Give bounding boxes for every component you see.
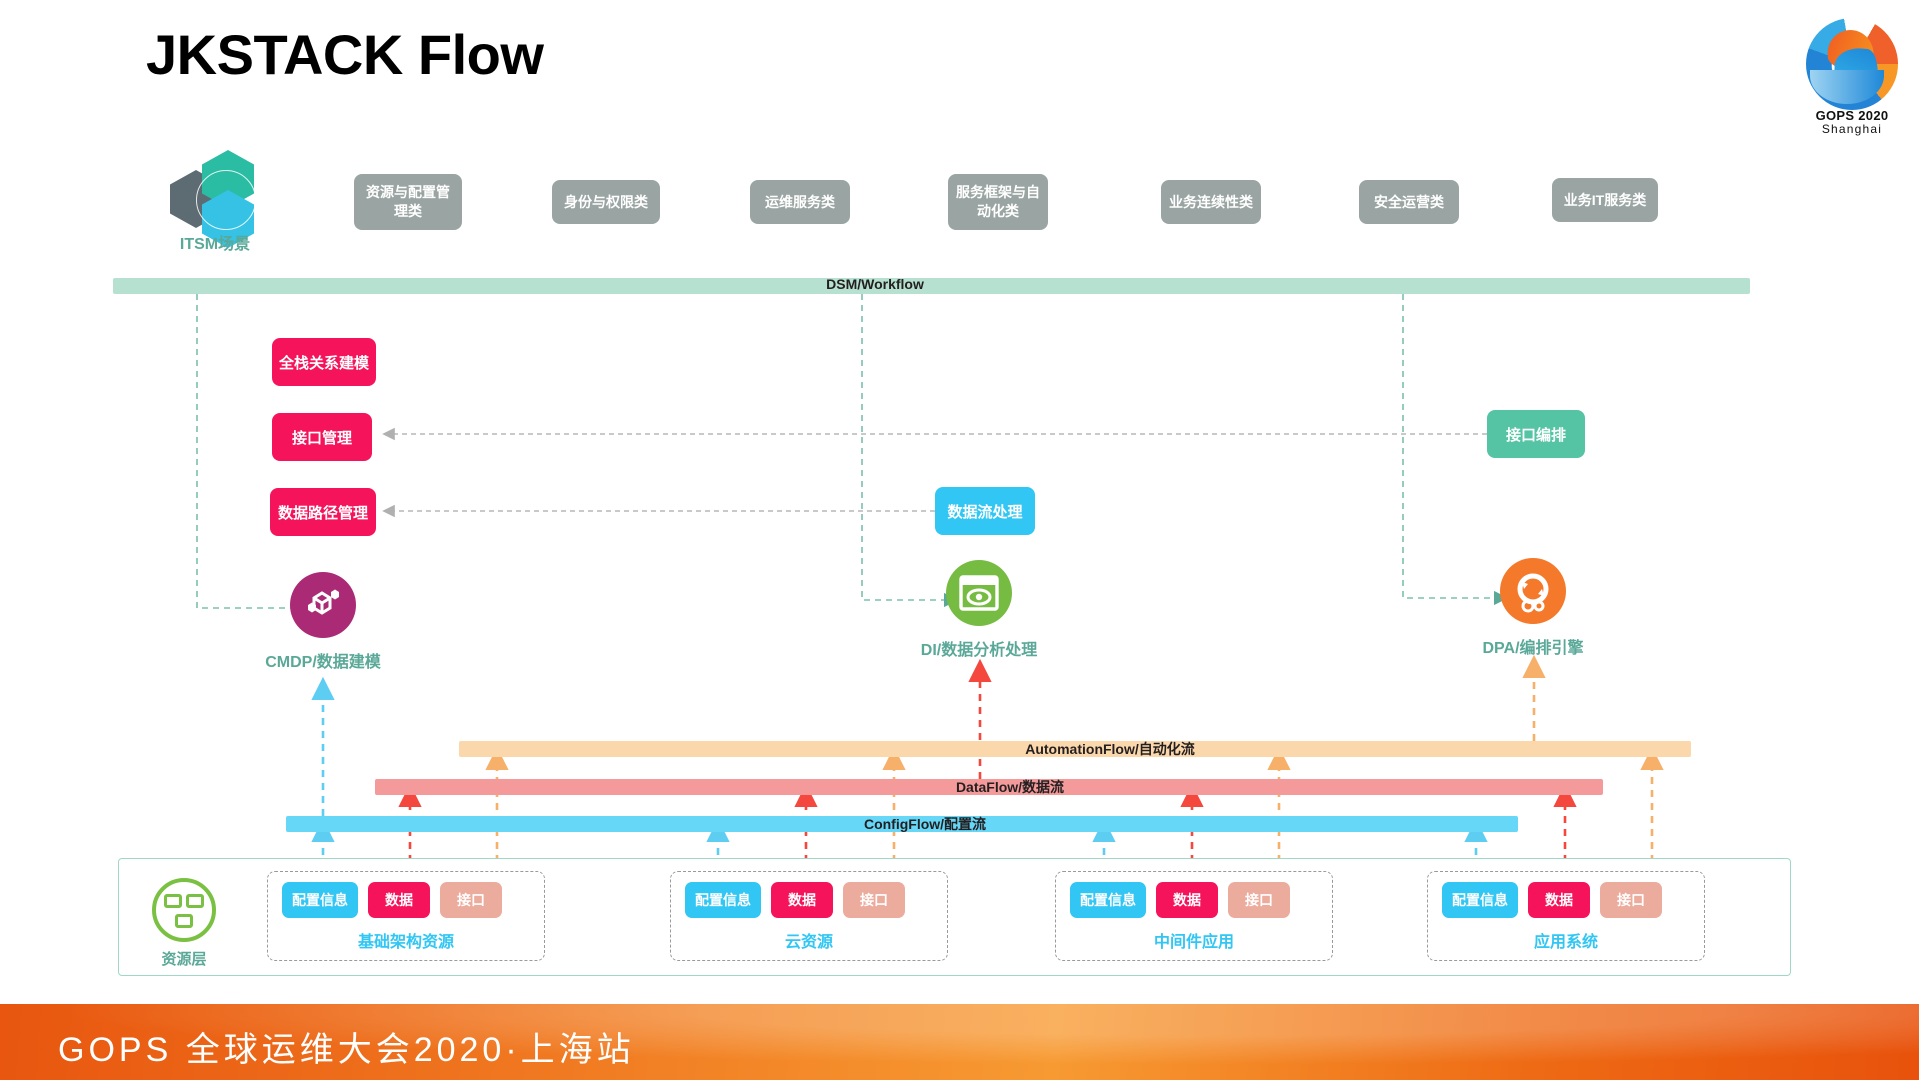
itsm-logo-icon [170, 150, 260, 250]
server-rack-icon [152, 878, 216, 942]
footer-bar: GOPS 全球运维大会2020·上海站 [0, 1004, 1919, 1080]
footer-sheen [0, 1004, 1919, 1073]
eye-window-icon [946, 560, 1012, 626]
gops-logo-title: GOPS 2020 [1815, 108, 1889, 123]
resource-chip-config[interactable]: 配置信息 [1070, 882, 1146, 918]
itsm-scene-label: ITSM场景 [179, 236, 251, 253]
resource-chip-data[interactable]: 数据 [771, 882, 833, 918]
resource-chip-data[interactable]: 数据 [368, 882, 430, 918]
flow-band-label-dsm: DSM/Workflow [826, 276, 924, 292]
category-chip[interactable]: 服务框架与自动化类 [948, 174, 1048, 230]
resource-layer-label: 资源层 [161, 951, 207, 968]
category-chip[interactable]: 运维服务类 [750, 180, 850, 224]
engine-dpa-label: DPA/编排引擎 [1482, 640, 1584, 657]
flow-band-label-config: ConfigFlow/配置流 [863, 816, 987, 832]
resource-chip-data[interactable]: 数据 [1528, 882, 1590, 918]
resource-chip-data[interactable]: 数据 [1156, 882, 1218, 918]
resource-chip-config[interactable]: 配置信息 [685, 882, 761, 918]
flow-band-config[interactable] [286, 816, 1518, 832]
flow-band-data[interactable] [375, 779, 1603, 795]
flow-band-label-auto: AutomationFlow/自动化流 [1025, 741, 1195, 757]
resource-chip-api[interactable]: 接口 [1228, 882, 1290, 918]
function-chip-data-path-mgmt[interactable]: 数据路径管理 [270, 488, 376, 536]
resource-group[interactable]: 配置信息 数据 接口 云资源 [670, 871, 948, 961]
function-chip-interface-mgmt[interactable]: 接口管理 [272, 413, 372, 461]
gops-logo: GOPS 2020 Shanghai [1800, 14, 1904, 136]
resource-group[interactable]: 配置信息 数据 接口基础架构资源 [267, 871, 545, 961]
resource-group-title: 应用系统 [1533, 934, 1598, 951]
resource-chip-api[interactable]: 接口 [1600, 882, 1662, 918]
page-title: JKSTACK Flow [146, 23, 544, 86]
category-chip[interactable]: 资源与配置管理类 [354, 174, 462, 230]
flow-band-dsm[interactable] [113, 278, 1750, 294]
resource-chip-config[interactable]: 配置信息 [1442, 882, 1518, 918]
cube-nodes-icon [290, 572, 356, 638]
category-chip[interactable]: 身份与权限类 [552, 180, 660, 224]
resource-group-title: 中间件应用 [1153, 934, 1234, 951]
engine-di-label: DI/数据分析处理 [920, 642, 1038, 659]
circle-overlay-icon [196, 170, 256, 230]
category-chip[interactable]: 安全运营类 [1359, 180, 1459, 224]
gear-cycle-icon [1500, 558, 1566, 624]
category-chip[interactable]: 业务IT服务类 [1552, 178, 1658, 222]
function-chip-stream-process[interactable]: 数据流处理 [935, 487, 1035, 535]
engine-cmdp-label: CMDP/数据建模 [265, 654, 381, 671]
resource-chip-api[interactable]: 接口 [843, 882, 905, 918]
resource-group-title: 云资源 [784, 934, 833, 951]
gops-logo-subtitle: Shanghai [1821, 122, 1883, 136]
flow-band-auto[interactable] [459, 741, 1691, 757]
flow-band-label-data: DataFlow/数据流 [955, 779, 1065, 795]
resource-group[interactable]: 配置信息 数据 接口中间件应用 [1055, 871, 1333, 961]
category-chip[interactable]: 业务连续性类 [1161, 180, 1261, 224]
function-chip-full-stack-model[interactable]: 全栈关系建模 [272, 338, 376, 386]
resource-group-title: 基础架构资源 [357, 934, 454, 951]
resource-group[interactable]: 配置信息 数据 接口 应用系统 [1427, 871, 1705, 961]
footer-text: GOPS 全球运维大会2020·上海站 [58, 1031, 635, 1069]
function-chip-api-orchestration[interactable]: 接口编排 [1487, 410, 1585, 458]
resource-chip-config[interactable]: 配置信息 [282, 882, 358, 918]
resource-chip-api[interactable]: 接口 [440, 882, 502, 918]
